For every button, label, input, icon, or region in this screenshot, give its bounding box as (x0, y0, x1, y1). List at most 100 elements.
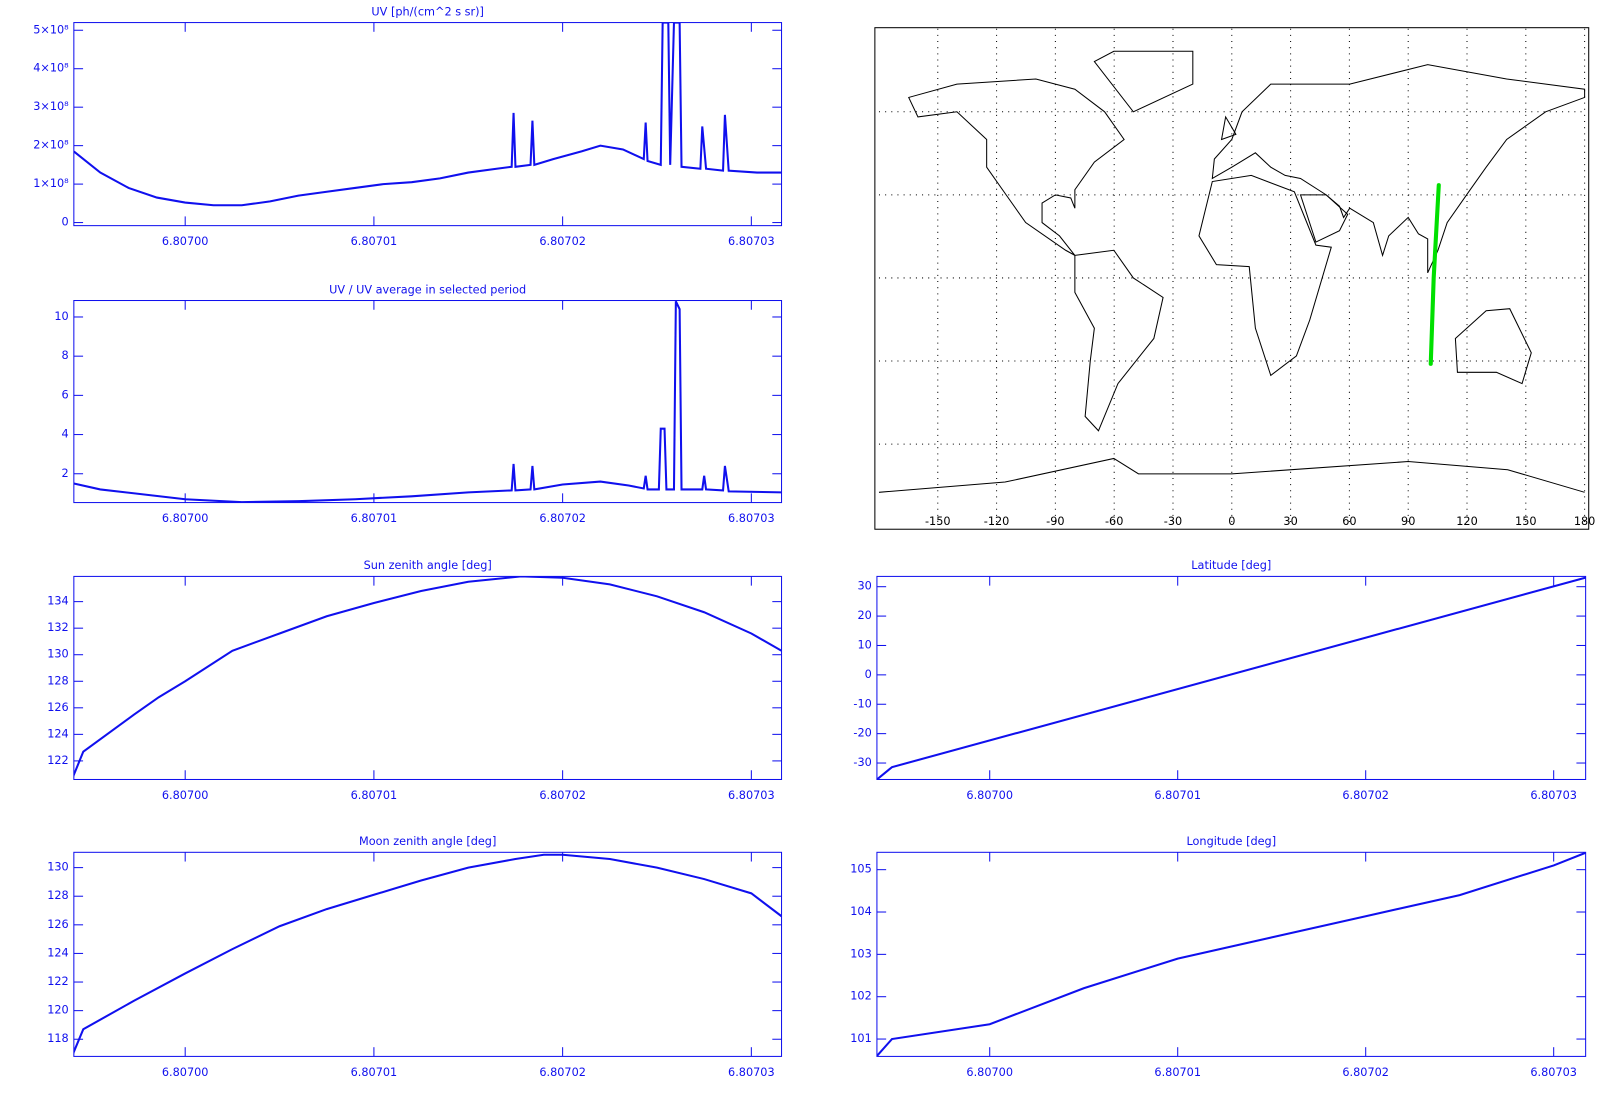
x-tick-label: 6.80702 (539, 235, 586, 248)
y-tick-label: 134 (47, 595, 69, 608)
y-tick-label: 0 (865, 668, 872, 681)
chart-title: Latitude [deg] (1191, 559, 1271, 572)
data-line (73, 853, 782, 1055)
x-tick-label: 6.80702 (539, 789, 586, 802)
x-tick-label: 150 (1515, 515, 1537, 528)
y-tick-label: 126 (47, 701, 69, 714)
x-tick-label: 6.80701 (351, 1066, 398, 1079)
x-tick-label: 30 (1283, 515, 1297, 528)
y-tick-label: 102 (850, 990, 872, 1003)
y-tick-label: 10 (857, 638, 871, 651)
eurasia (1211, 64, 1586, 274)
australia (1454, 308, 1532, 385)
chart-title: Sun zenith angle [deg] (364, 559, 492, 572)
x-tick-label: 60 (1342, 515, 1356, 528)
x-tick-label: 6.80701 (351, 512, 398, 525)
x-tick-label: 6.80703 (1530, 789, 1577, 802)
x-tick-label: 6.80700 (966, 789, 1013, 802)
antarctica (878, 457, 1585, 493)
x-tick-label: 6.80700 (162, 512, 209, 525)
y-tick-label: -20 (853, 727, 871, 740)
data-line (73, 22, 782, 207)
britain (1220, 115, 1237, 141)
map-frame (874, 27, 1590, 530)
y-tick-label: 130 (47, 861, 69, 874)
x-tick-label: 6.80701 (351, 235, 398, 248)
x-tick-label: 6.80702 (539, 512, 586, 525)
x-tick-label: 6.80702 (1342, 789, 1389, 802)
x-tick-label: 6.80703 (1530, 1066, 1577, 1079)
y-tick-label: 122 (47, 975, 69, 988)
data-line (876, 852, 1586, 1057)
data-line (73, 300, 782, 503)
x-tick-label: 6.80700 (162, 235, 209, 248)
greenland (1093, 50, 1194, 113)
y-tick-label: 6 (62, 388, 69, 401)
y-tick-label: 101 (850, 1032, 872, 1045)
x-tick-label: -150 (925, 515, 951, 528)
y-tick-label: 2 (62, 467, 69, 480)
y-tick-label: 5×10⁸ (33, 23, 69, 36)
y-tick-label: 104 (850, 905, 872, 918)
data-line (73, 576, 782, 778)
x-tick-label: 120 (1456, 515, 1478, 528)
chart-title: UV / UV average in selected period (329, 283, 526, 296)
y-tick-label: 128 (47, 889, 69, 902)
plot-frame (73, 851, 783, 1057)
y-tick-label: 30 (857, 580, 871, 593)
y-tick-label: 124 (47, 946, 69, 959)
y-tick-label: 3×10⁸ (33, 100, 69, 113)
y-tick-label: 132 (47, 621, 69, 634)
x-tick-label: 6.80702 (539, 1066, 586, 1079)
y-tick-label: 105 (850, 863, 872, 876)
y-tick-label: 8 (62, 349, 69, 362)
y-tick-label: 126 (47, 918, 69, 931)
ground-track (1428, 183, 1441, 366)
x-tick-label: 6.80703 (728, 235, 775, 248)
y-tick-label: 118 (47, 1032, 69, 1045)
x-tick-label: -30 (1164, 515, 1182, 528)
x-tick-label: -120 (984, 515, 1010, 528)
x-tick-label: 6.80701 (1154, 1066, 1201, 1079)
x-tick-label: 0 (1228, 515, 1235, 528)
plot-frame (73, 575, 783, 780)
y-tick-label: 1×10⁸ (33, 177, 69, 190)
data-line (876, 576, 1586, 780)
x-tick-label: 6.80703 (728, 1066, 775, 1079)
y-tick-label: 4 (62, 428, 69, 441)
x-tick-label: 6.80703 (728, 512, 775, 525)
x-tick-label: 6.80701 (351, 789, 398, 802)
x-tick-label: 6.80700 (162, 789, 209, 802)
x-tick-label: -60 (1105, 515, 1123, 528)
x-tick-label: 6.80700 (966, 1066, 1013, 1079)
y-tick-label: 122 (47, 754, 69, 767)
x-tick-label: 6.80702 (1342, 1066, 1389, 1079)
y-tick-label: 120 (47, 1004, 69, 1017)
y-tick-label: 130 (47, 648, 69, 661)
x-tick-label: 6.80701 (1154, 789, 1201, 802)
chart-title: Moon zenith angle [deg] (359, 835, 496, 848)
y-tick-label: 10 (54, 310, 68, 323)
y-tick-label: -30 (853, 756, 871, 769)
plot-frame (73, 22, 783, 227)
x-tick-label: 180 (1574, 515, 1596, 528)
arabia (1299, 194, 1349, 243)
y-tick-label: 0 (62, 216, 69, 229)
plot-frame (73, 299, 783, 504)
x-tick-label: -90 (1046, 515, 1064, 528)
x-tick-label: 6.80700 (162, 1066, 209, 1079)
x-tick-label: 90 (1401, 515, 1415, 528)
chart-title: UV [ph/(cm^2 s sr)] (371, 5, 484, 18)
y-tick-label: 128 (47, 674, 69, 687)
y-tick-label: 2×10⁸ (33, 139, 69, 152)
y-tick-label: -10 (853, 697, 871, 710)
y-tick-label: 20 (857, 609, 871, 622)
coastlines (878, 50, 1586, 493)
x-tick-label: 6.80703 (728, 789, 775, 802)
y-tick-label: 103 (850, 947, 872, 960)
plot-frame (876, 575, 1587, 780)
north-america (907, 78, 1125, 256)
y-tick-label: 4×10⁸ (33, 62, 69, 75)
